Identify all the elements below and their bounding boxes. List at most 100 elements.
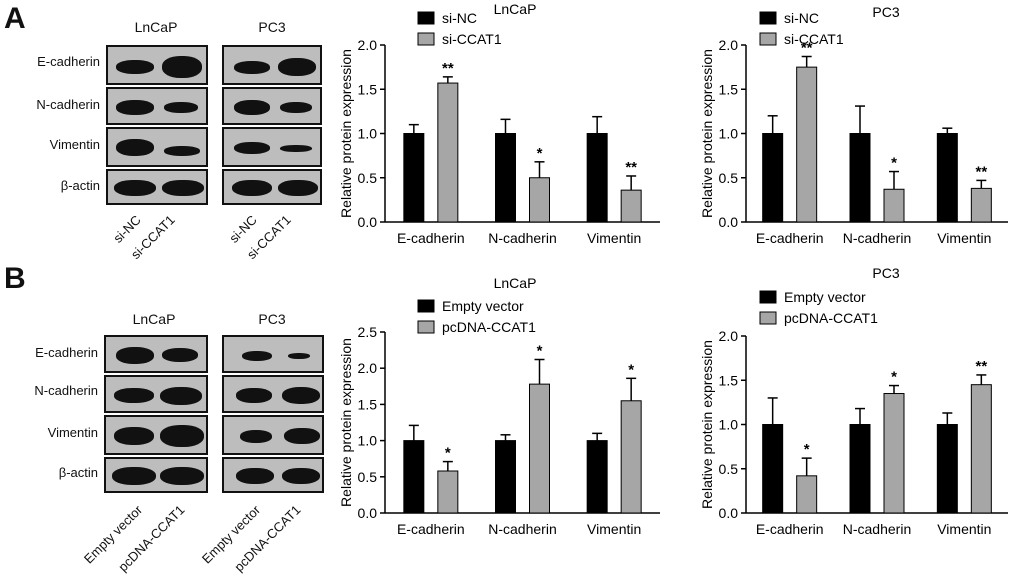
blot-band-frame bbox=[106, 45, 208, 85]
bar bbox=[970, 384, 992, 514]
blot-band-frame bbox=[222, 169, 322, 205]
significance-label: * bbox=[445, 445, 451, 462]
band bbox=[160, 425, 204, 447]
bar bbox=[403, 440, 425, 514]
y-axis-label: Relative protein expression bbox=[338, 49, 354, 218]
blot-band-frame bbox=[222, 457, 324, 493]
y-tick-label: 0.5 bbox=[358, 170, 378, 186]
x-tick-label: Vimentin bbox=[937, 521, 991, 537]
legend-label: si-NC bbox=[442, 10, 477, 26]
legend-swatch bbox=[417, 320, 435, 334]
y-axis-label: Relative protein expression bbox=[699, 49, 715, 218]
band bbox=[232, 180, 272, 196]
chart-title: LnCaP bbox=[494, 1, 537, 17]
significance-label: ** bbox=[975, 163, 987, 180]
significance-label: ** bbox=[975, 358, 987, 375]
band bbox=[234, 61, 270, 74]
legend-label: si-CCAT1 bbox=[784, 31, 844, 47]
x-tick-label: E-cadherin bbox=[756, 230, 824, 246]
blot-band-frame bbox=[222, 415, 324, 455]
blot-row-label: β-actin bbox=[60, 178, 100, 193]
blot-band-frame bbox=[222, 127, 322, 167]
band bbox=[112, 467, 156, 485]
bar bbox=[762, 424, 784, 514]
band bbox=[236, 468, 274, 484]
band bbox=[280, 102, 312, 113]
band bbox=[280, 145, 312, 152]
y-axis-label: Relative protein expression bbox=[699, 340, 715, 509]
legend-swatch bbox=[759, 11, 777, 25]
blot-band-frame bbox=[222, 87, 322, 125]
band bbox=[236, 388, 272, 403]
x-tick-label: E-cadherin bbox=[397, 230, 465, 246]
band bbox=[116, 60, 154, 74]
panel-a-letter: A bbox=[4, 2, 26, 35]
chart-b-lncap: LnCaP Empty vector pcDNA-CCAT1 0.0 0.5 1.0 1.5… bbox=[338, 275, 660, 537]
chart-title: PC3 bbox=[872, 265, 899, 281]
legend-label: Empty vector bbox=[442, 298, 524, 314]
band bbox=[288, 353, 310, 359]
x-tick-label: N-cadherin bbox=[843, 521, 911, 537]
band bbox=[116, 100, 154, 115]
band bbox=[278, 58, 316, 76]
x-tick-label: E-cadherin bbox=[397, 521, 465, 537]
blot-band-frame bbox=[104, 415, 208, 455]
band bbox=[282, 387, 320, 404]
y-tick-label: 0.5 bbox=[358, 469, 378, 485]
blot-band-frame bbox=[222, 335, 324, 373]
band bbox=[162, 56, 202, 78]
bar bbox=[970, 187, 992, 223]
y-tick-label: 0.0 bbox=[358, 505, 378, 521]
significance-label: * bbox=[804, 441, 810, 458]
bar bbox=[529, 383, 550, 514]
blot-row-label: N-cadherin bbox=[36, 97, 100, 112]
bar bbox=[849, 133, 871, 223]
significance-label: * bbox=[628, 361, 634, 378]
blot-title: PC3 bbox=[258, 19, 286, 35]
blot-band-frame bbox=[104, 335, 208, 373]
blot-band-frame bbox=[222, 45, 322, 85]
blot-band-frame bbox=[106, 169, 208, 205]
bar bbox=[762, 133, 784, 223]
band bbox=[240, 430, 272, 443]
band bbox=[114, 427, 154, 445]
legend-swatch bbox=[417, 32, 435, 46]
y-tick-label: 1.5 bbox=[719, 372, 739, 388]
blot-title: LnCaP bbox=[132, 311, 176, 327]
band bbox=[114, 388, 154, 403]
chart-title: PC3 bbox=[872, 4, 899, 20]
bar bbox=[586, 133, 608, 223]
y-tick-label: 1.0 bbox=[719, 126, 739, 142]
legend-label: pcDNA-CCAT1 bbox=[784, 310, 878, 326]
band bbox=[164, 102, 198, 113]
legend-swatch bbox=[759, 32, 777, 46]
blot-band-frame bbox=[106, 87, 208, 125]
band bbox=[164, 146, 200, 156]
blot-title: PC3 bbox=[258, 311, 286, 327]
band bbox=[162, 180, 204, 196]
legend-label: pcDNA-CCAT1 bbox=[442, 319, 536, 335]
y-tick-label: 1.0 bbox=[358, 433, 378, 449]
blot-row-label: E-cadherin bbox=[37, 54, 100, 69]
bar bbox=[620, 189, 642, 223]
blot-title: LnCaP bbox=[134, 19, 178, 35]
y-tick-label: 1.5 bbox=[358, 81, 378, 97]
bar bbox=[437, 470, 459, 514]
x-tick-label: Vimentin bbox=[587, 230, 641, 246]
bar bbox=[883, 393, 905, 514]
chart-b-pc3: PC3 Empty vector pcDNA-CCAT1 0.0 0.5 1.0 1.5 2.… bbox=[699, 265, 1008, 537]
bar bbox=[586, 440, 608, 514]
band bbox=[282, 468, 320, 484]
significance-label: ** bbox=[801, 40, 813, 57]
y-tick-label: 0.0 bbox=[719, 214, 739, 230]
blot-row-label: Vimentin bbox=[47, 425, 98, 440]
x-tick-label: Vimentin bbox=[587, 521, 641, 537]
blot-row-label: β-actin bbox=[58, 465, 98, 480]
chart-a-pc3: PC3 si-NC si-CCAT1 0.0 0.5 1.0 1.5 2.0Relative … bbox=[699, 4, 1008, 246]
band bbox=[234, 100, 270, 115]
bar bbox=[796, 475, 818, 514]
x-tick-label: N-cadherin bbox=[843, 230, 911, 246]
y-tick-label: 2.0 bbox=[358, 37, 378, 53]
significance-label: * bbox=[537, 343, 543, 360]
blot-band-frame bbox=[222, 375, 324, 413]
